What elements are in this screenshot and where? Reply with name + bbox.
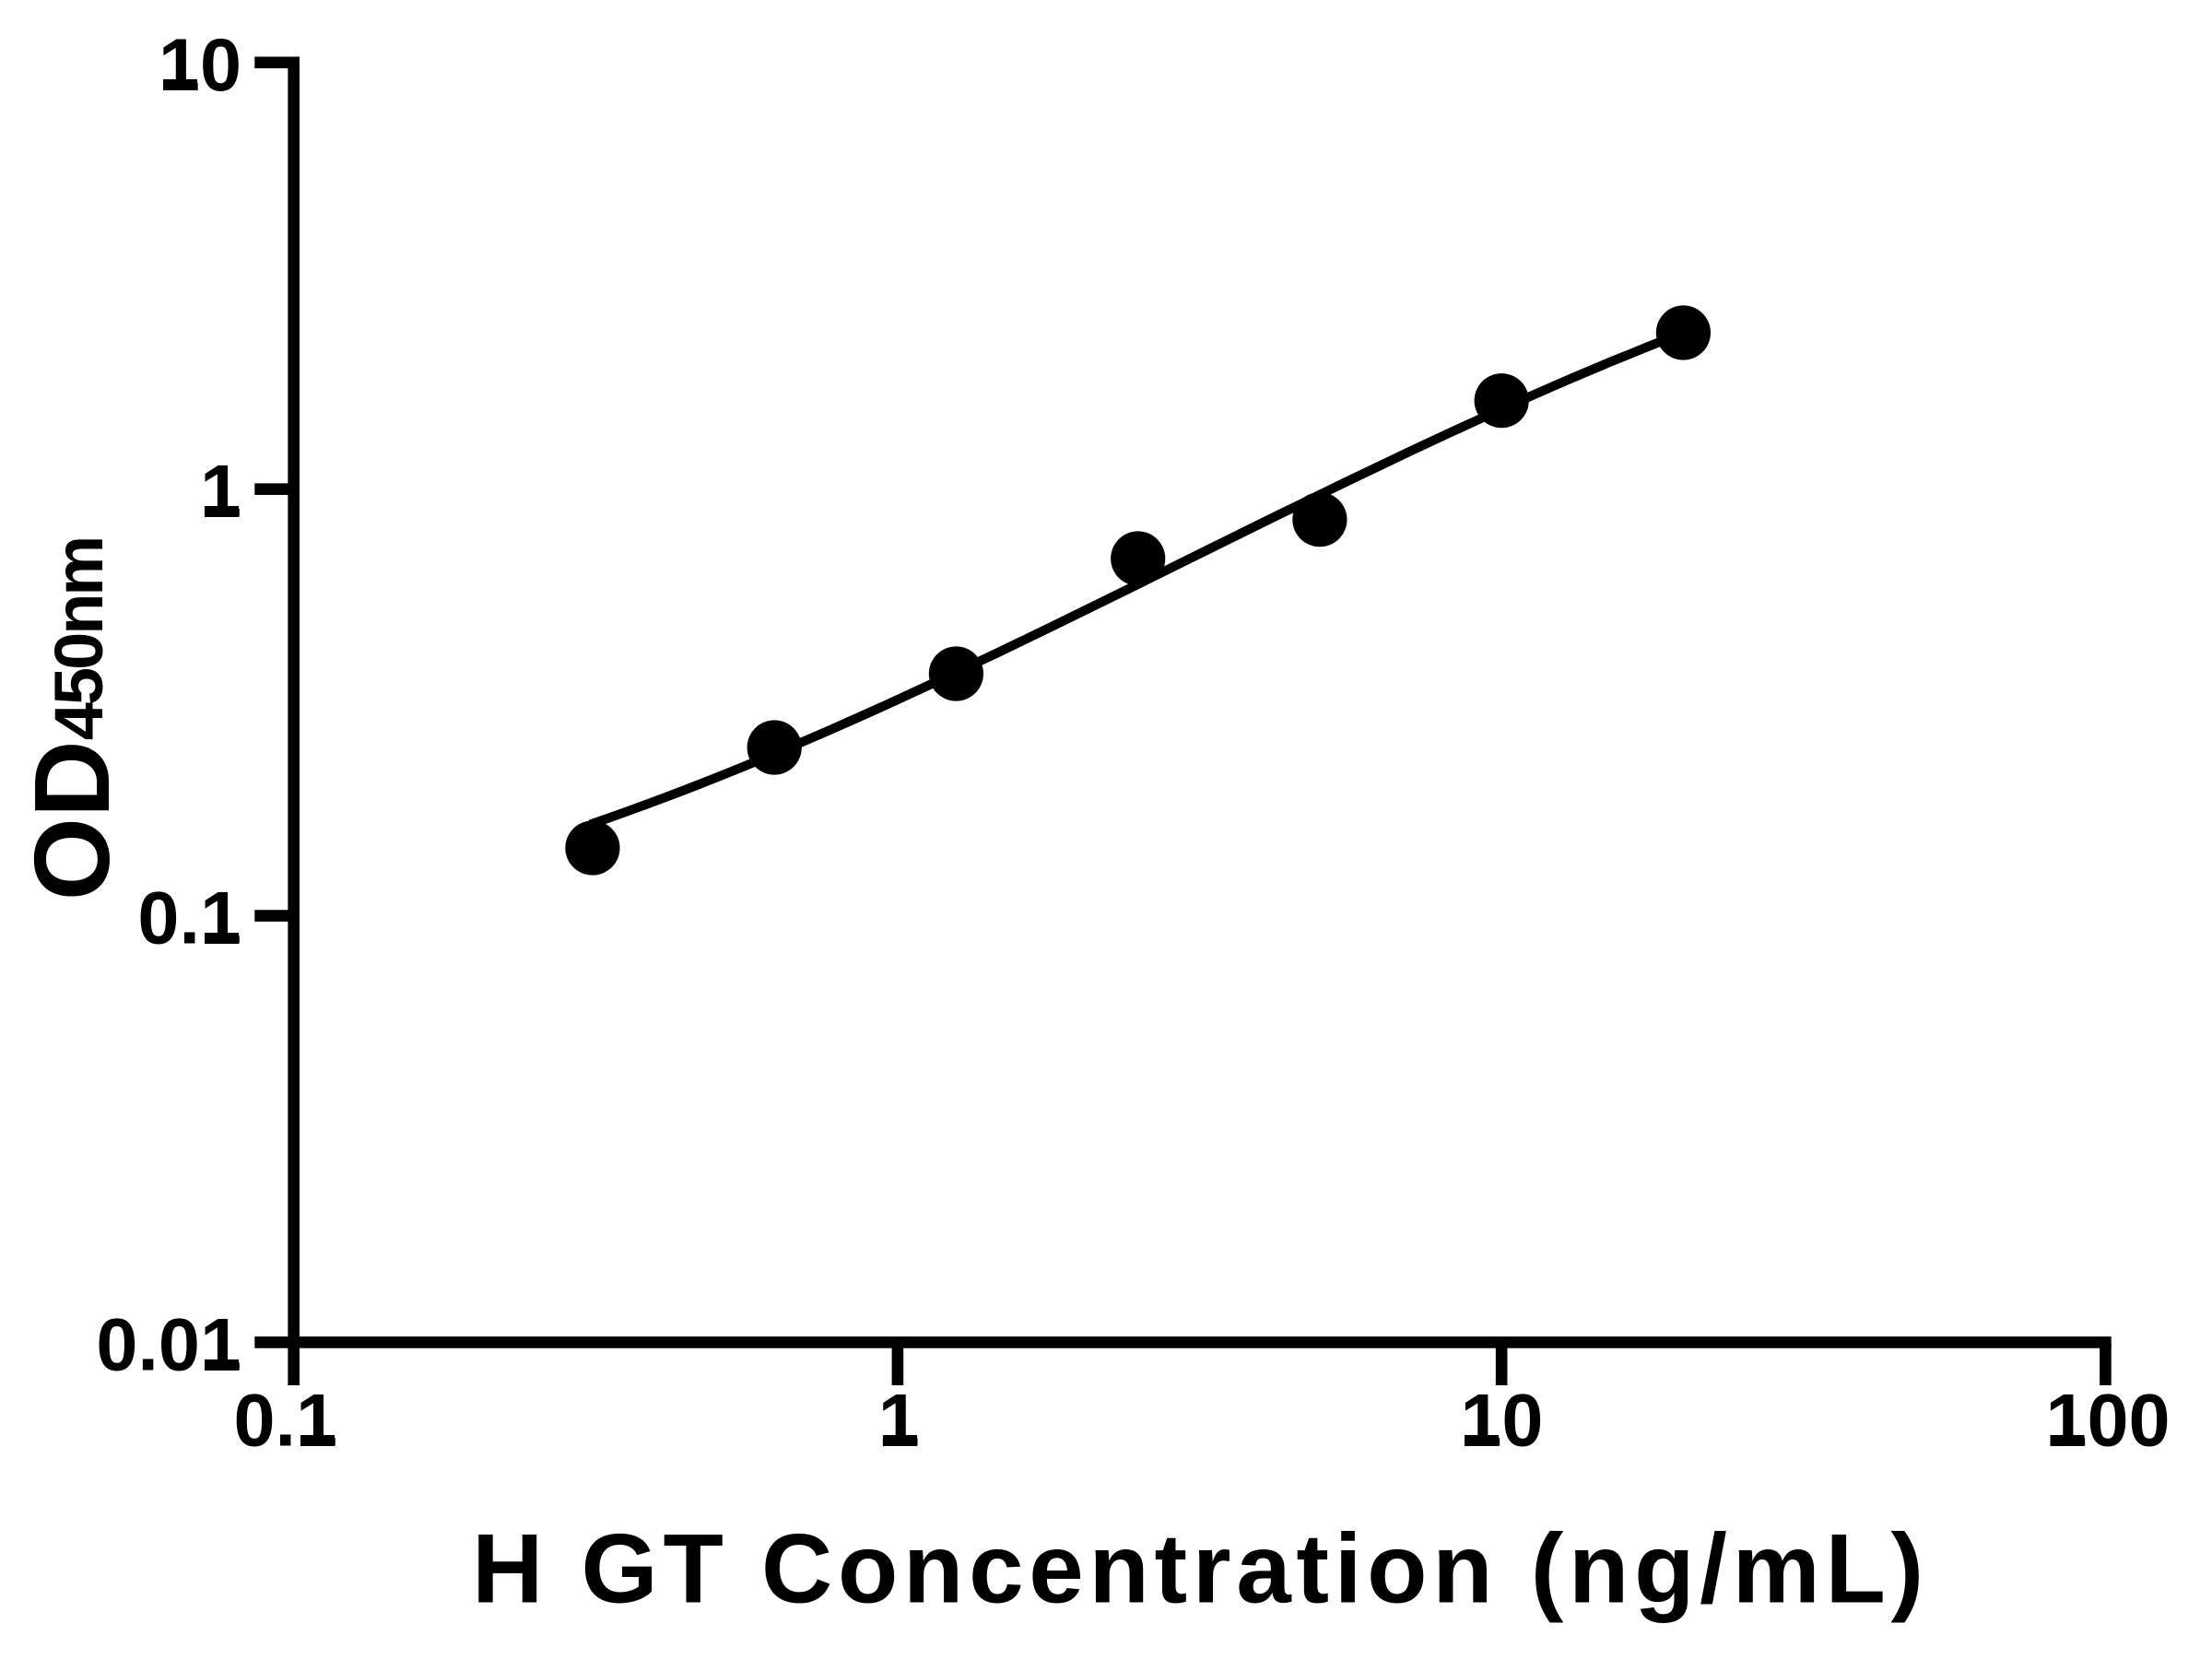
- svg-text:0.1: 0.1: [233, 1380, 337, 1463]
- svg-text:100: 100: [2045, 1380, 2170, 1463]
- svg-text:0.1: 0.1: [137, 877, 241, 960]
- svg-text:1: 1: [878, 1380, 920, 1463]
- svg-text:10: 10: [159, 24, 241, 107]
- svg-text:10: 10: [1460, 1380, 1543, 1463]
- svg-text:1: 1: [200, 451, 241, 534]
- svg-text:H GT Concentration (ng/mL): H GT Concentration (ng/mL): [472, 1513, 1929, 1624]
- svg-text:0.01: 0.01: [96, 1303, 241, 1386]
